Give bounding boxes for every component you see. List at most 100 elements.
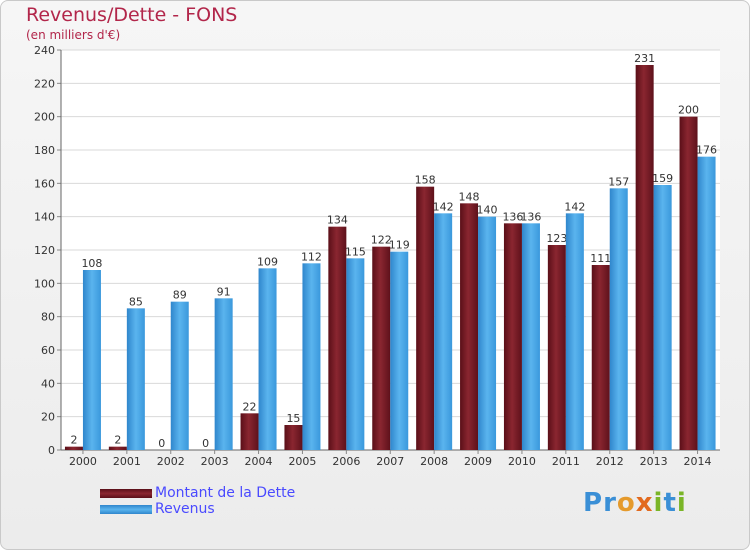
data-label-dette: 122 [371,234,392,247]
x-tick-label: 2008 [420,455,448,468]
data-label-revenus: 89 [173,289,187,302]
data-label-dette: 136 [502,210,523,223]
logo-letter: t [663,488,677,518]
data-label-revenus: 115 [345,245,366,258]
bar-revenus [258,268,277,450]
data-label-revenus: 85 [129,295,143,308]
chart-title: Revenus/Dette - FONS [26,4,238,26]
data-label-dette: 0 [158,437,165,450]
data-label-dette: 123 [546,232,567,245]
x-tick-label: 2004 [245,455,273,468]
y-tick-label: 80 [41,311,55,324]
data-label-revenus: 109 [257,255,278,268]
bar-dette [240,413,259,450]
x-tick-label: 2010 [508,455,536,468]
data-label-dette: 231 [634,52,655,65]
bar-revenus [126,308,145,450]
y-tick-label: 40 [41,377,55,390]
bar-revenus [346,258,365,450]
y-tick-label: 20 [41,411,55,424]
x-tick-label: 2013 [640,455,668,468]
data-label-revenus: 159 [652,172,673,185]
data-label-revenus: 142 [433,200,454,213]
legend-swatch-dette [100,489,152,498]
data-label-dette: 134 [327,214,348,227]
bar-revenus [434,213,453,450]
y-tick-label: 240 [34,44,55,57]
bar-dette [460,203,479,450]
bar-dette [635,65,654,450]
y-tick-label: 0 [48,444,55,457]
y-tick-label: 120 [34,244,55,257]
y-tick-label: 100 [34,277,55,290]
data-label-revenus: 142 [564,200,585,213]
bar-dette [591,265,610,450]
logo-letter: i [676,488,687,518]
bar-revenus [170,301,189,450]
y-tick-label: 220 [34,77,55,90]
bar-dette [328,226,347,450]
data-label-dette: 0 [202,437,209,450]
y-tick-label: 160 [34,177,55,190]
y-tick-label: 60 [41,344,55,357]
bar-dette [679,116,698,451]
data-label-revenus: 176 [696,144,717,157]
data-label-revenus: 119 [389,239,410,252]
y-tick-label: 180 [34,144,55,157]
logo-letter: o [616,488,636,518]
data-label-dette: 200 [678,104,699,117]
x-tick-label: 2012 [596,455,624,468]
bar-dette [503,223,522,450]
data-label-revenus: 140 [477,204,498,217]
x-tick-label: 2014 [684,455,712,468]
x-tick-label: 2002 [157,455,185,468]
bar-revenus [609,188,628,451]
data-label-dette: 158 [415,174,436,187]
x-tick-label: 2007 [376,455,404,468]
bar-dette [284,425,303,450]
x-tick-label: 2005 [288,455,316,468]
bar-revenus [82,270,101,450]
proxiti-logo: Proxiti [583,488,687,518]
bar-revenus [697,156,716,450]
bar-revenus [565,213,584,450]
logo-letter: r [603,488,617,518]
plot-area: 0204060801001201401601802002202402000210… [34,44,720,468]
x-tick-label: 2000 [69,455,97,468]
x-tick-label: 2001 [113,455,141,468]
chart-subtitle: (en milliers d'€) [26,28,121,42]
logo-letter: i [653,488,664,518]
legend-swatch-revenus [100,505,152,514]
data-label-dette: 2 [70,434,77,447]
data-label-revenus: 112 [301,250,322,263]
bar-dette [416,186,435,450]
x-tick-label: 2009 [464,455,492,468]
data-label-revenus: 91 [217,285,231,298]
legend-label-revenus: Revenus [155,501,215,517]
bar-revenus [521,223,540,450]
bar-dette [64,446,83,450]
data-label-dette: 15 [286,412,300,425]
bar-revenus [478,216,497,450]
data-label-revenus: 136 [520,210,541,223]
logo-letter: x [635,488,654,518]
bar-dette [108,446,127,450]
data-label-revenus: 157 [608,175,629,188]
y-tick-label: 200 [34,111,55,124]
data-label-dette: 148 [459,190,480,203]
legend-label-dette: Montant de la Dette [155,485,296,501]
bar-revenus [390,251,409,450]
bar-revenus [302,263,321,450]
data-label-dette: 2 [114,434,121,447]
x-tick-label: 2011 [552,455,580,468]
bar-revenus [214,298,233,450]
y-tick-label: 140 [34,211,55,224]
x-tick-label: 2006 [332,455,360,468]
logo-letter: P [583,488,604,518]
bar-dette [372,246,391,450]
data-label-dette: 111 [590,252,611,265]
bar-revenus [653,185,672,450]
x-tick-label: 2003 [201,455,229,468]
bar-dette [547,245,566,450]
